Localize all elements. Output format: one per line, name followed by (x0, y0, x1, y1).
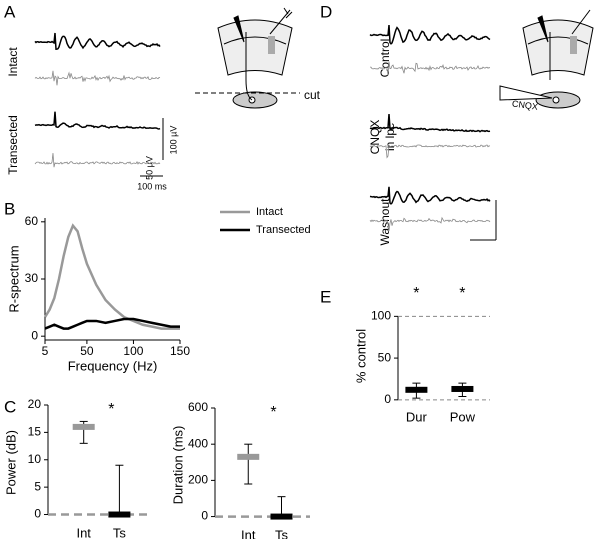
scale-label: 100 µV (168, 126, 178, 155)
trace-label: Intact (6, 47, 20, 77)
y-tick-label: 0 (201, 509, 208, 523)
y-tick-label: 0 (31, 328, 38, 342)
trace-label: Washout (378, 198, 392, 246)
y-tick-label: 30 (25, 271, 39, 285)
median-bar (451, 385, 474, 392)
trace (369, 25, 491, 45)
x-tick-label: 100 (123, 344, 143, 358)
legend-label: Transected (256, 224, 311, 236)
schematic (195, 7, 300, 109)
panel-label: D (320, 2, 332, 21)
significance: * (459, 285, 465, 302)
trace-label: Transected (6, 115, 20, 175)
x-tick-label: Ts (275, 527, 289, 539)
panel-label: A (4, 2, 16, 21)
y-tick-label: 20 (28, 397, 42, 411)
trace (370, 61, 491, 76)
trace (369, 144, 491, 159)
y-axis-label: Power (dB) (3, 430, 18, 495)
y-tick-label: 200 (188, 473, 208, 487)
y-tick-label: 15 (28, 425, 42, 439)
median-bar (108, 511, 131, 518)
y-axis-label: % control (353, 329, 368, 383)
trace (34, 70, 161, 86)
x-tick-label: 50 (80, 344, 94, 358)
schematic (499, 9, 594, 109)
trace (369, 113, 491, 133)
x-tick-label: Ts (113, 525, 127, 539)
trace-label: CNQX (368, 120, 382, 155)
y-tick-label: 0 (384, 392, 391, 406)
y-tick-label: 400 (188, 436, 208, 450)
trace (34, 153, 161, 168)
scale-label: 50 µV (144, 156, 154, 180)
x-axis-label: Frequency (Hz) (68, 358, 158, 373)
y-tick-label: 60 (25, 214, 39, 228)
x-tick-label: 150 (170, 344, 190, 358)
median-bar (405, 386, 428, 393)
y-tick-label: 100 (371, 309, 391, 323)
significance: * (108, 401, 114, 418)
trace-label: in lpc (383, 123, 397, 151)
y-tick-label: 50 (378, 350, 392, 364)
y-tick-label: 10 (28, 452, 42, 466)
series-line (44, 317, 180, 330)
x-tick-label: Pow (450, 409, 476, 424)
x-tick-label: Int (76, 525, 91, 539)
significance: * (413, 285, 419, 302)
trace (34, 32, 161, 51)
panel-label: E (320, 287, 331, 306)
x-tick-label: 5 (42, 344, 49, 358)
y-axis-label: R-spectrum (6, 245, 21, 312)
y-tick-label: 0 (34, 507, 41, 521)
scale-label: 100 ms (137, 181, 167, 191)
trace (34, 111, 161, 130)
trace-label: Control (378, 39, 392, 78)
annotation: cut (304, 88, 321, 102)
panel-label: B (4, 199, 15, 218)
annotation: CNQX (511, 98, 538, 112)
y-axis-label: Duration (ms) (170, 426, 185, 505)
median-bar (237, 453, 260, 460)
x-tick-label: Dur (406, 409, 428, 424)
significance: * (270, 404, 276, 421)
median-bar (270, 513, 293, 520)
series-line (43, 223, 180, 330)
y-tick-label: 5 (34, 479, 41, 493)
x-tick-label: Int (241, 527, 256, 539)
y-tick-label: 600 (188, 400, 208, 414)
trace (369, 186, 491, 205)
legend-label: Intact (256, 206, 283, 218)
trace (369, 216, 491, 231)
panel-label: C (4, 397, 16, 416)
median-bar (72, 423, 95, 430)
